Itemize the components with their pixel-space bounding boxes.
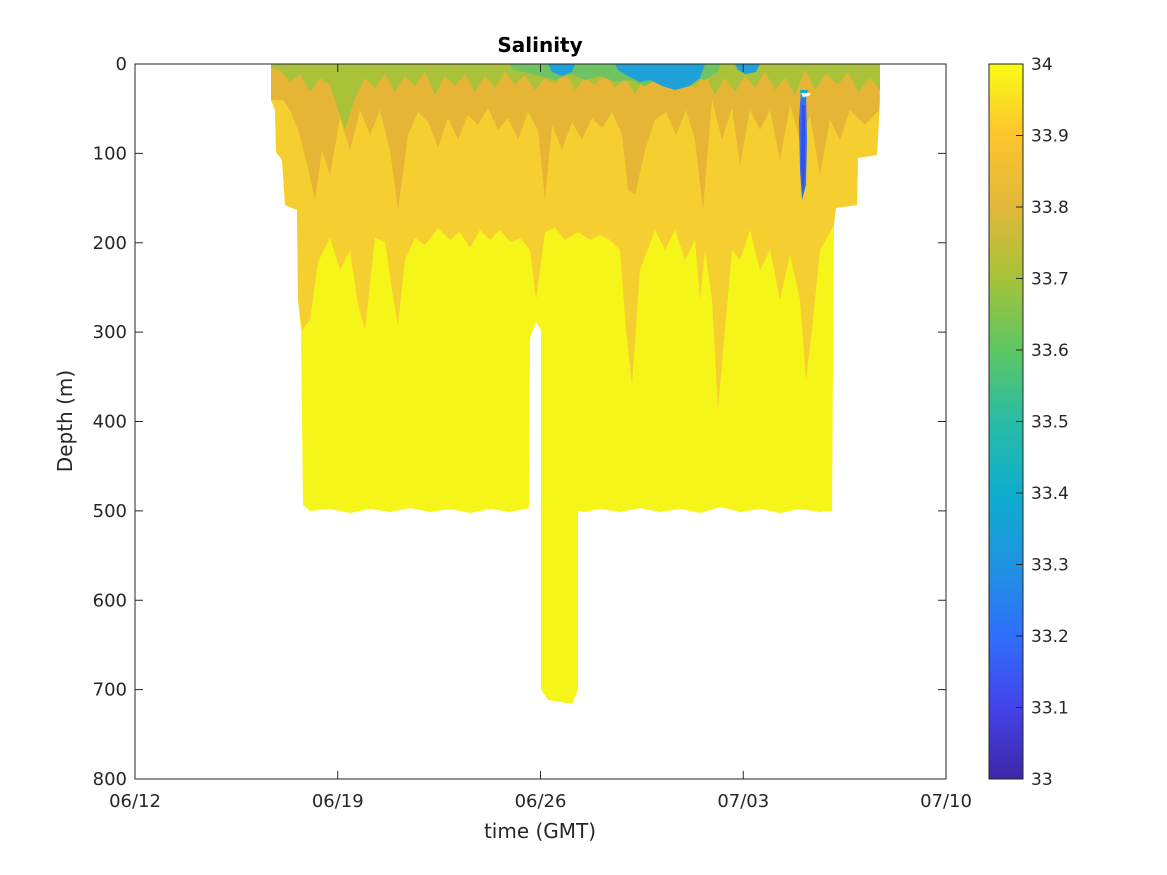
y-tick-label: 700 — [93, 680, 127, 701]
x-axis: 06/12 06/19 06/26 07/03 07/10 — [109, 64, 972, 812]
colorbar-axis: 33 33.1 33.2 33.3 33.4 33.5 33.6 33.7 33.8 33.9 34 — [1016, 55, 1069, 790]
y-tick-label: 300 — [93, 322, 127, 343]
x-tick-label: 06/19 — [312, 791, 364, 812]
salinity-patch-33-4-b — [615, 64, 705, 90]
y-tick-label: 100 — [93, 143, 127, 164]
x-tick-label: 07/03 — [717, 791, 769, 812]
colorbar-tick-label: 33.2 — [1031, 627, 1069, 647]
colorbar-tick-label: 33.6 — [1031, 341, 1069, 361]
x-tick-label: 06/26 — [515, 791, 567, 812]
salinity-field — [271, 64, 880, 704]
colorbar-tick-label: 33.3 — [1031, 556, 1069, 576]
x-tick-label: 07/10 — [920, 791, 972, 812]
x-axis-title: time (GMT) — [484, 819, 596, 843]
colorbar-tick-label: 33 — [1031, 770, 1053, 790]
colorbar-tick-label: 33.4 — [1031, 484, 1069, 504]
y-axis-title: Depth (m) — [53, 370, 77, 472]
salinity-layer-33-9 — [271, 64, 880, 410]
colorbar-tick-label: 33.1 — [1031, 699, 1069, 719]
y-tick-label: 400 — [93, 412, 127, 433]
salinity-layer-33-7 — [271, 64, 880, 130]
colorbar-tick-label: 33.5 — [1031, 413, 1069, 433]
x-tick-label: 06/12 — [109, 791, 161, 812]
salinity-layer-33-8 — [271, 64, 880, 210]
y-tick-label: 500 — [93, 501, 127, 522]
y-axis: 0 100 200 300 400 500 600 700 800 — [93, 54, 946, 790]
colorbar-tick-label: 33.9 — [1031, 127, 1069, 147]
y-tick-label: 600 — [93, 590, 127, 611]
salinity-gap-white — [801, 93, 811, 97]
y-tick-label: 200 — [93, 233, 127, 254]
colorbar-tick-label: 33.8 — [1031, 198, 1069, 218]
y-tick-label: 0 — [116, 54, 127, 75]
chart-title: Salinity — [497, 33, 582, 57]
salinity-patch-33-4-c — [735, 64, 760, 74]
y-tick-label: 800 — [93, 769, 127, 790]
colorbar-tick-label: 34 — [1031, 55, 1053, 75]
salinity-patch-33-4-a — [548, 64, 575, 76]
salinity-streak-core — [801, 105, 805, 195]
colorbar-tick-label: 33.7 — [1031, 270, 1069, 290]
